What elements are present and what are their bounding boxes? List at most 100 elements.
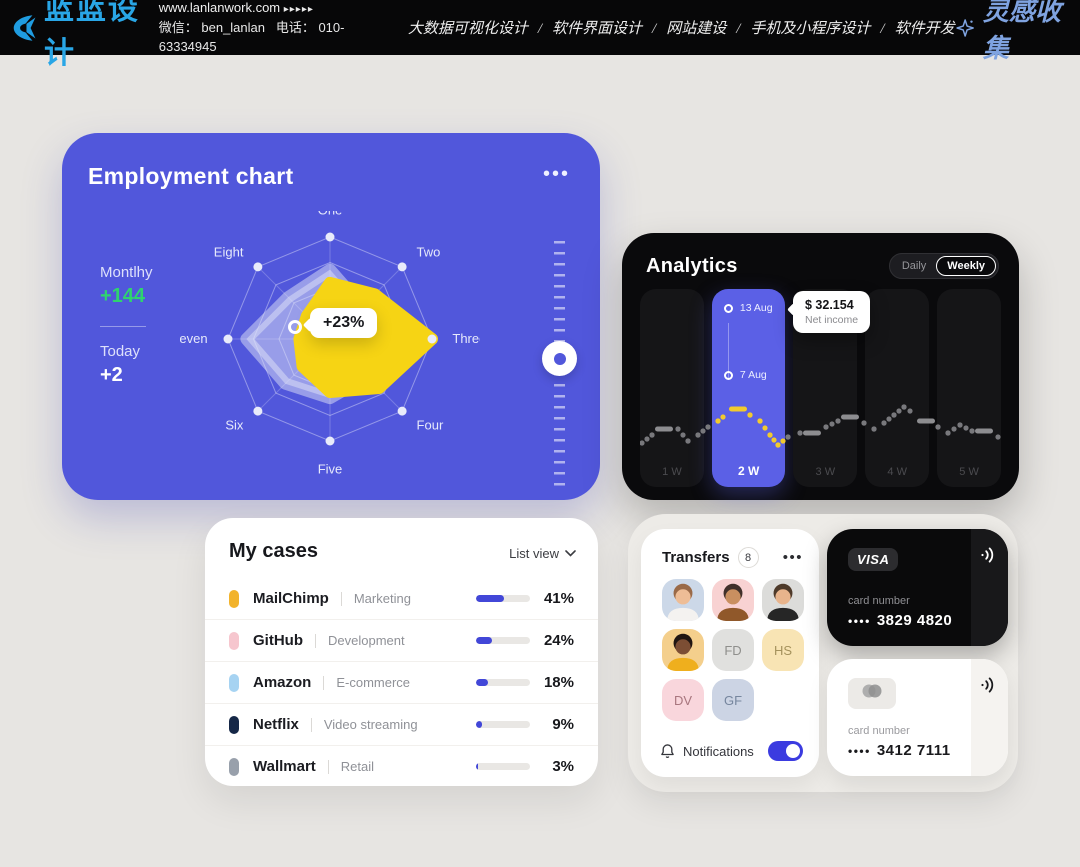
right-bottom-panel: Transfers 8 ••• FD HS DV GF Notifications [628,514,1018,792]
service-link[interactable]: 软件界面设计 [552,21,643,37]
case-row-github[interactable]: GitHub Development 24% [205,619,598,661]
case-percent: 18% [543,674,574,691]
service-link[interactable]: 大数据可视化设计 [407,21,528,37]
divider [323,675,325,690]
logo-icon [13,14,36,41]
person-avatar-icon [667,583,699,621]
more-menu-icon[interactable]: ••• [542,163,570,185]
week-label: 5 W [959,466,979,478]
case-row-amazon[interactable]: Amazon E-commerce 18% [205,661,598,703]
transfers-card: Transfers 8 ••• FD HS DV GF Notifications [641,529,819,777]
transfer-avatar-photo[interactable] [712,579,754,621]
visa-logo: VISA [848,548,899,571]
case-row-wallmart[interactable]: Wallmart Retail 3% [205,745,598,787]
service-link[interactable]: 网站建设 [666,21,727,37]
card-title: Analytics [646,255,738,277]
progress-bar [476,595,530,602]
today-value: +2 [100,364,123,386]
inspiration-brand[interactable]: 灵感收集 [955,0,1064,65]
case-name: Netflix [253,716,299,733]
brand-pill-icon [229,589,239,608]
person-avatar-icon [767,583,799,621]
tooltip-label: Net income [805,314,859,326]
list-view-label: List view [509,546,559,561]
card-title: My cases [229,540,318,562]
case-percent: 41% [543,590,574,607]
svg-text:Seven: Seven [180,331,208,346]
radar-value-badge: +23% [310,308,378,338]
case-percent: 9% [552,716,574,733]
divider [327,759,329,774]
case-name: Wallmart [253,758,316,775]
svg-text:One: One [318,211,343,218]
transfers-count-badge: 8 [737,547,759,568]
svg-text:Two: Two [417,244,441,259]
week-columns: 1 W 13 Aug 7 Aug 2 W 3 W 4 W 5 W [640,289,1002,487]
period-toggle: Daily Weekly [888,253,999,279]
analytics-card: Analytics Daily Weekly 1 W 13 Aug 7 Aug 2 W… [622,233,1019,500]
service-link[interactable]: 软件开发 [894,21,955,37]
services-separator: / [537,21,543,37]
card-number: 3829 4820 [876,612,953,629]
week-column-selected[interactable]: 13 Aug 7 Aug 2 W [711,289,786,487]
transfer-avatar-photo[interactable] [762,579,804,621]
case-row-mailchimp[interactable]: MailChimp Marketing 41% [205,578,598,619]
transfer-avatar-initials[interactable]: DV [662,679,704,721]
week-column[interactable]: 4 W [865,289,930,487]
mastercard-circles-icon [862,684,882,698]
visa-card[interactable]: VISA card number •••• 3829 4820 [827,529,1008,646]
date-dot-icon [723,370,733,380]
transfer-avatar-photo[interactable] [662,629,704,671]
brand-pill-icon [229,673,239,692]
case-category: Marketing [353,591,411,606]
website-link[interactable]: www.lanlanwork.com [158,0,281,16]
notifications-toggle[interactable] [768,741,803,761]
masked-digits: •••• [848,744,871,758]
progress-bar [476,721,530,728]
brand-pill-icon [229,715,239,734]
case-percent: 3% [552,758,574,775]
case-category: Development [328,633,405,648]
person-avatar-icon [667,633,699,671]
services-nav: 大数据可视化设计 / 软件界面设计 / 网站建设 / 手机及小程序设计 / 软件开发 [408,17,955,38]
company-logo[interactable]: 蓝蓝设计 [10,0,145,72]
svg-text:Three: Three [452,331,480,346]
case-percent: 24% [543,632,574,649]
toggle-weekly[interactable]: Weekly [936,256,996,276]
sparkle-icon [955,18,974,37]
radar-chart: One Two Three Four Five Six Seven Eight [180,211,480,476]
bell-icon [661,744,674,758]
case-name: MailChimp [253,590,329,607]
service-link[interactable]: 手机及小程序设计 [750,21,871,37]
toggle-daily[interactable]: Daily [901,260,927,272]
week-label: 3 W [815,466,836,478]
transfer-avatar-initials[interactable]: GF [712,679,754,721]
case-name: Amazon [253,674,312,691]
my-cases-card: My cases List view MailChimp Marketing 41%… [205,518,598,786]
divider [315,633,316,648]
transfer-avatar-photo[interactable] [662,579,704,621]
week-column[interactable]: 1 W [640,289,704,487]
case-category: Retail [340,759,375,774]
transfer-avatar-initials[interactable]: HS [762,629,804,671]
svg-text:Four: Four [417,418,444,433]
case-row-netflix[interactable]: Netflix Video streaming 9% [205,703,598,745]
transfer-avatar-initials[interactable]: FD [712,629,754,671]
case-category: E-commerce [336,675,411,690]
week-label: 2 W [737,464,760,478]
inspiration-text: 灵感收集 [982,0,1061,63]
progress-bar [476,763,530,770]
today-label: Today [100,343,141,360]
services-separator: / [652,21,657,37]
monthly-label: Montlhy [100,264,153,281]
slider-knob[interactable] [542,341,577,376]
mastercard-card[interactable]: card number •••• 3412 7111 [827,659,1008,776]
tooltip-value: $ 32.154 [805,298,854,312]
wechat-label: 微信： ben_lanlan [158,19,265,35]
date-marker-top: 13 Aug [723,302,773,314]
list-view-dropdown[interactable]: List view [509,546,576,561]
arrows-decor: ▸▸▸▸▸ [283,4,314,16]
more-menu-icon[interactable]: ••• [782,549,803,566]
week-column[interactable]: 5 W [937,289,1002,487]
